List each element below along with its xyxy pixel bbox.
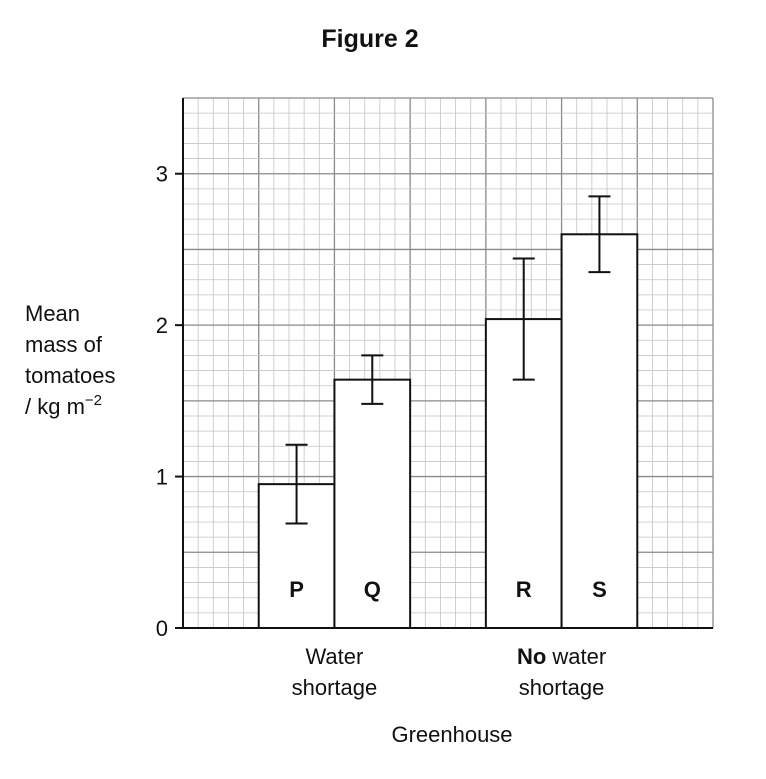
y-axis-label: tomatoes (25, 363, 116, 388)
y-tick-label: 0 (156, 616, 168, 641)
error-bar (361, 354, 384, 405)
y-axis-label: / kg m−2 (25, 392, 102, 419)
group-label: No water (517, 644, 606, 669)
error-bar (588, 195, 611, 274)
y-axis-label: mass of (25, 332, 103, 357)
y-tick-label: 1 (156, 465, 168, 490)
x-axis-label: Greenhouse (391, 722, 512, 747)
group-label-text: water (551, 644, 606, 669)
y-axis-label: Mean (25, 301, 80, 326)
bar-label: S (592, 577, 607, 602)
y-axis-unit: / kg m (25, 394, 85, 419)
group-label-bold: No (517, 644, 546, 669)
y-tick-label: 2 (156, 313, 168, 338)
error-bar (285, 443, 308, 525)
bar (333, 378, 412, 629)
bar-label: P (289, 577, 304, 602)
group-label: shortage (519, 675, 605, 700)
group-label: shortage (292, 675, 378, 700)
y-axis-unit-sup: −2 (85, 392, 102, 409)
group-label-text: shortage (519, 675, 605, 700)
group-label-text: Water (305, 644, 363, 669)
y-tick-label: 3 (156, 162, 168, 187)
bar-label: Q (364, 577, 381, 602)
group-label-text: shortage (292, 675, 378, 700)
error-bar (512, 257, 535, 381)
bar (560, 233, 639, 630)
group-label: Water (305, 644, 363, 669)
bar-label: R (516, 577, 532, 602)
chart-title: Figure 2 (321, 25, 418, 53)
